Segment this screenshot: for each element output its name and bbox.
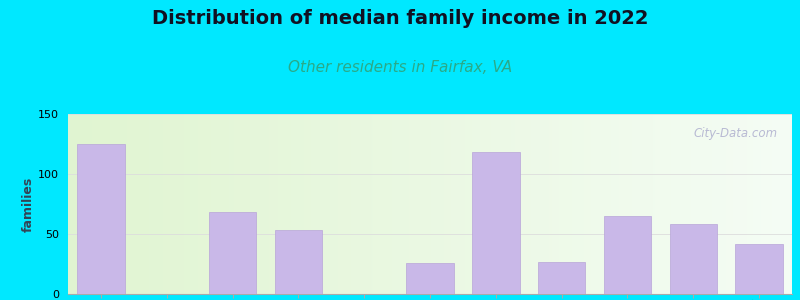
Bar <box>670 224 717 294</box>
Bar <box>406 263 454 294</box>
Bar <box>274 230 322 294</box>
Bar <box>735 244 782 294</box>
Text: Distribution of median family income in 2022: Distribution of median family income in … <box>152 9 648 28</box>
Y-axis label: families: families <box>22 176 35 232</box>
Bar <box>78 144 125 294</box>
Text: Other residents in Fairfax, VA: Other residents in Fairfax, VA <box>288 60 512 75</box>
Bar <box>209 212 256 294</box>
Text: City-Data.com: City-Data.com <box>694 127 778 140</box>
Bar <box>472 152 519 294</box>
Bar <box>604 216 651 294</box>
Bar <box>538 262 586 294</box>
